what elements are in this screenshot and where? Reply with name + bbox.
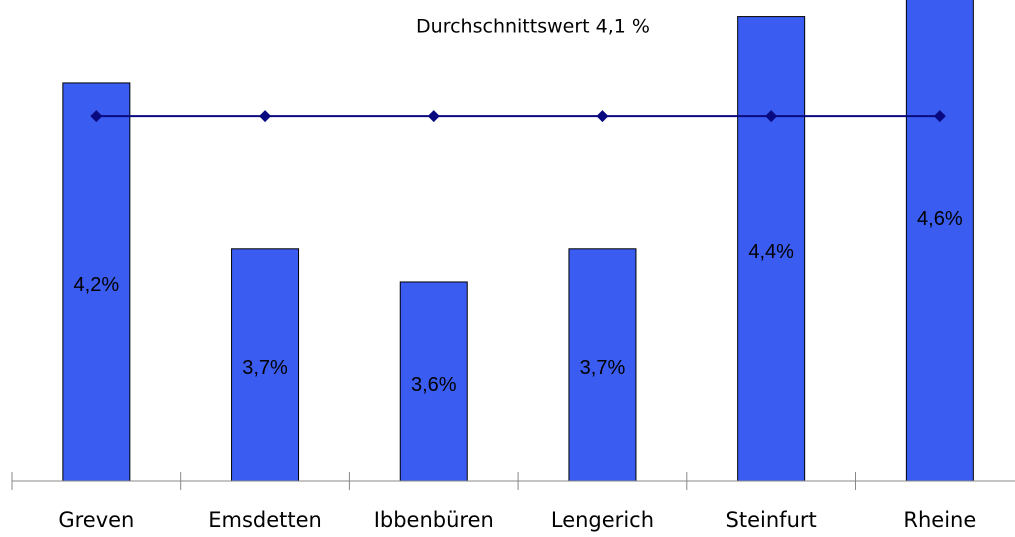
- x-tick-label: Steinfurt: [726, 508, 817, 532]
- average-marker: [765, 110, 778, 123]
- bar: [905, 0, 974, 482]
- value-label: 3,7%: [242, 357, 288, 379]
- x-tick-label: Lengerich: [551, 508, 654, 532]
- bar: [231, 248, 300, 482]
- value-label: 4,2%: [74, 274, 120, 296]
- value-label: 4,6%: [917, 208, 963, 230]
- average-marker: [90, 110, 103, 123]
- average-marker: [427, 110, 440, 123]
- bar: [568, 248, 637, 482]
- average-annotation: Durchschnittswert 4,1 %: [416, 16, 650, 38]
- x-tick-label: Rheine: [903, 508, 976, 532]
- bar: [62, 82, 131, 482]
- x-tick-label: Ibbenbüren: [374, 508, 494, 532]
- x-tick-label: Greven: [58, 508, 134, 532]
- bar: [399, 281, 468, 482]
- average-marker: [259, 110, 272, 123]
- average-marker: [933, 110, 946, 123]
- value-label: 4,4%: [748, 241, 794, 263]
- bar: [737, 16, 806, 482]
- x-tick-label: Emsdetten: [208, 508, 322, 532]
- bars: [62, 0, 974, 482]
- value-label: 3,7%: [580, 357, 626, 379]
- average-marker: [596, 110, 609, 123]
- value-label: 3,6%: [411, 374, 457, 396]
- value-labels: 4,2% 3,7% 3,6% 3,7% 4,4% 4,6%: [74, 208, 963, 396]
